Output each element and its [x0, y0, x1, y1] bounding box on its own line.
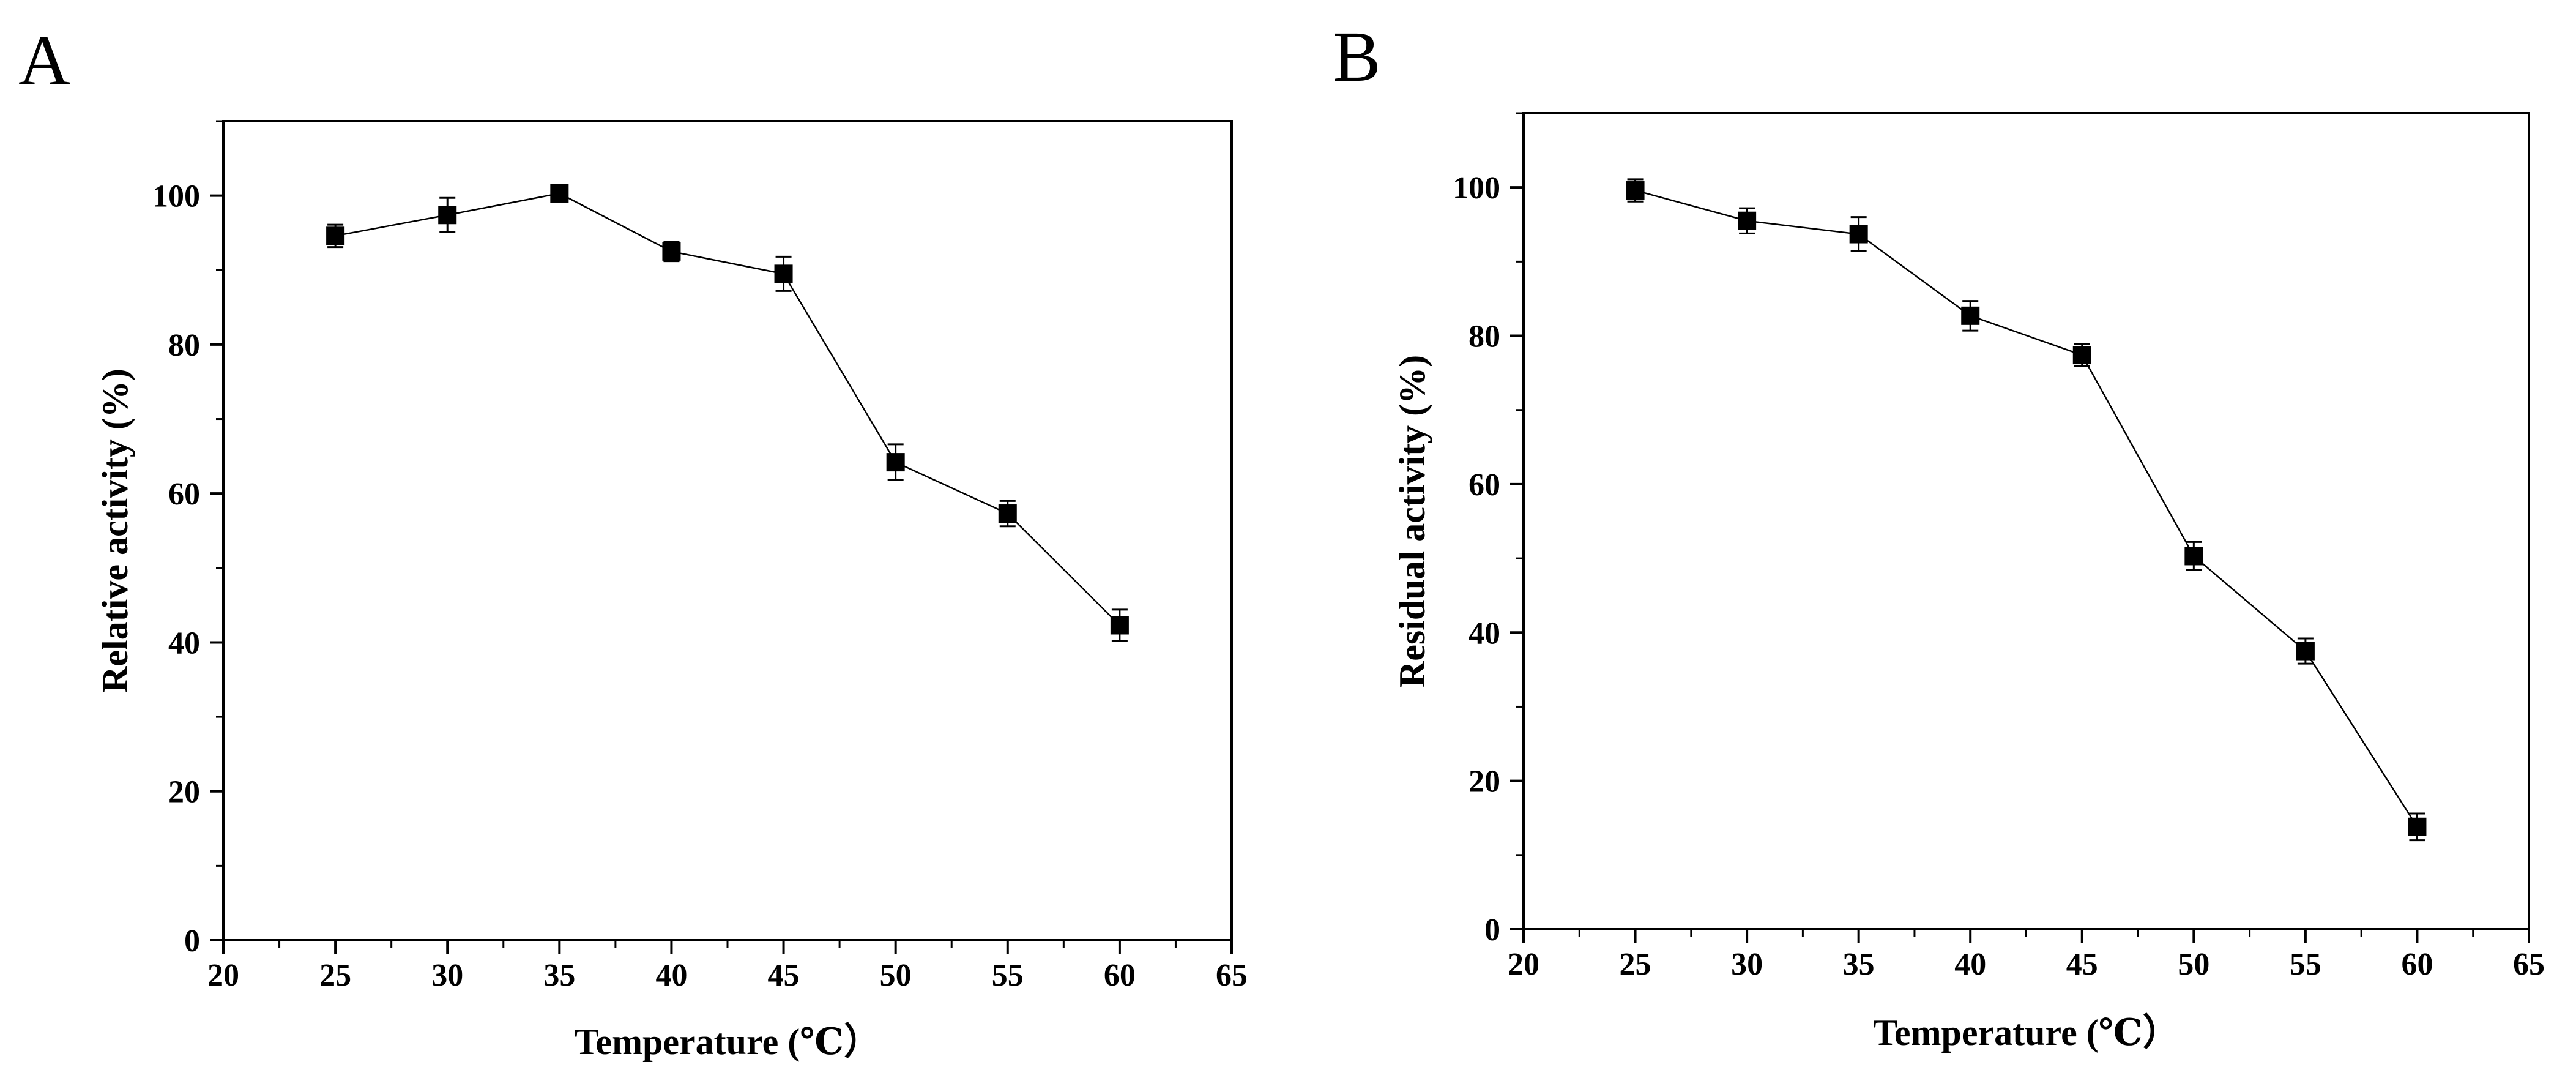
y-tick-label: 20	[168, 775, 200, 810]
x-tick-label: 45	[2066, 947, 2098, 982]
x-tick-label: 30	[431, 958, 463, 993]
x-tick-label: 45	[768, 958, 800, 993]
y-tick-label: 0	[1484, 913, 1500, 948]
x-tick-label: 50	[2178, 947, 2209, 982]
plot-frame	[1522, 112, 2530, 930]
x-axis-title: Temperature (℃）	[1873, 1012, 2179, 1053]
data-point	[2184, 547, 2203, 566]
data-point	[2408, 817, 2427, 836]
data-point	[1849, 225, 1868, 244]
y-tick-label: 80	[168, 328, 200, 363]
series-line	[1635, 189, 2418, 828]
x-tick-label: 65	[2513, 947, 2545, 982]
data-point	[550, 184, 569, 203]
y-tick-label: 0	[184, 924, 200, 959]
data-point	[1961, 306, 1980, 325]
data-point	[998, 504, 1017, 523]
y-tick-label: 20	[1469, 765, 1500, 799]
x-tick-label: 65	[1216, 958, 1248, 993]
x-tick-label: 55	[2290, 947, 2321, 982]
x-tick-label: 60	[2401, 947, 2433, 982]
y-tick-label: 60	[1469, 468, 1500, 503]
panel-a: A20 25 30 35 40 45 50 55 60 65020406080100Tempera…	[18, 20, 1248, 1062]
data-point	[1738, 211, 1757, 230]
x-tick-label: 40	[655, 958, 687, 993]
x-axis-title: Temperature (℃）	[575, 1021, 880, 1062]
y-tick-label: 40	[1469, 616, 1500, 651]
y-tick-label: 60	[168, 477, 200, 512]
x-tick-label: 20	[207, 958, 239, 993]
data-point	[2072, 346, 2091, 365]
data-point	[1626, 181, 1645, 200]
x-tick-label: 25	[319, 958, 351, 993]
data-point	[886, 453, 905, 472]
x-tick-label: 25	[1620, 947, 1651, 982]
x-tick-label: 20	[1508, 947, 1539, 982]
panel-b: B20 25 30 35 40 45 50 55 60 65020406080100Tempera…	[1333, 17, 2545, 1053]
y-tick-label: 100	[1453, 171, 1500, 206]
x-tick-label: 40	[1954, 947, 1986, 982]
data-point	[774, 264, 793, 283]
data-point	[662, 242, 681, 261]
series-line	[335, 192, 1120, 626]
y-axis-title: Residual activity (%)	[1392, 355, 1432, 687]
data-point	[1110, 616, 1129, 635]
x-tick-label: 35	[1843, 947, 1875, 982]
y-tick-label: 40	[168, 626, 200, 661]
y-tick-label: 80	[1469, 320, 1500, 354]
data-point	[2296, 642, 2315, 661]
y-axis-title: Relative activity (%)	[95, 369, 135, 693]
x-tick-label: 55	[992, 958, 1024, 993]
data-point	[438, 206, 457, 225]
x-tick-label: 30	[1731, 947, 1763, 982]
x-tick-label: 60	[1104, 958, 1136, 993]
data-point	[326, 226, 345, 245]
y-tick-label: 100	[152, 179, 200, 214]
x-tick-label: 50	[880, 958, 912, 993]
plot-frame	[222, 120, 1233, 941]
panel-label: A	[18, 20, 70, 100]
panel-label: B	[1333, 17, 1381, 97]
x-tick-label: 35	[543, 958, 575, 993]
